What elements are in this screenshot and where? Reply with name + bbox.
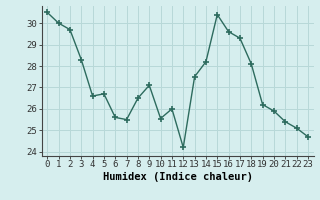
X-axis label: Humidex (Indice chaleur): Humidex (Indice chaleur)	[103, 172, 252, 182]
